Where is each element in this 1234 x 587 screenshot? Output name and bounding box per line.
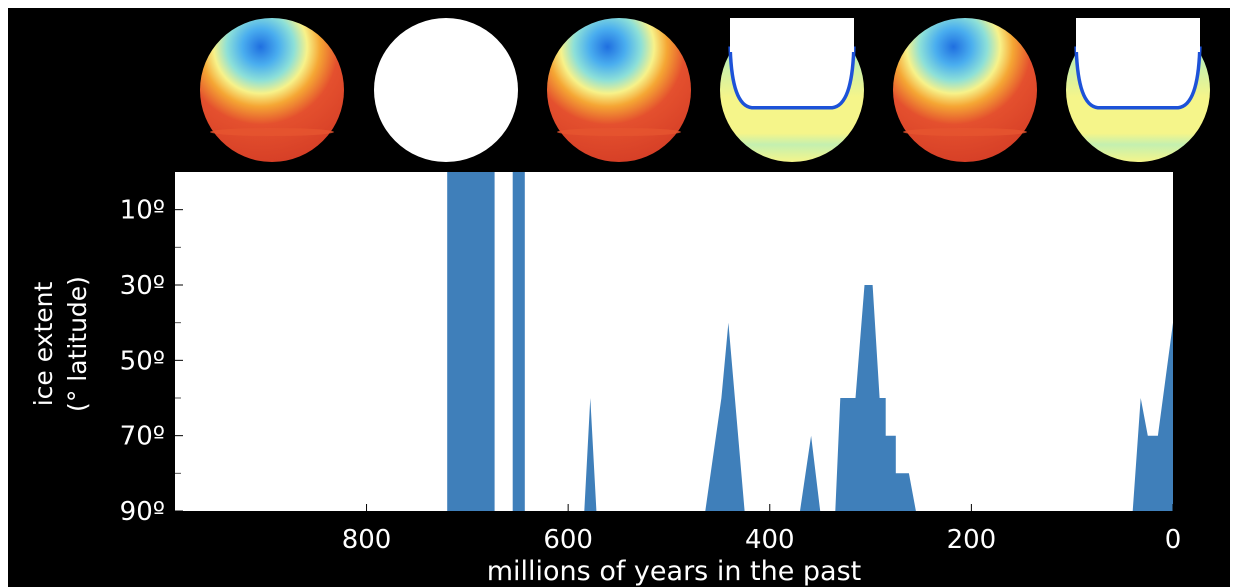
globe-snowball	[374, 18, 518, 162]
plot-area	[175, 172, 1173, 511]
globe-warm	[893, 18, 1037, 162]
figure-frame: 10º 30º 50º 70º 90º 800 600 400 200 0 millions o…	[8, 8, 1230, 587]
globe-warm	[200, 18, 344, 162]
y-tick-label: 70º	[120, 422, 165, 452]
globe-band	[557, 128, 681, 136]
y-axis: 10º 30º 50º 70º 90º	[120, 196, 183, 527]
y-axis-label-line2: (° latitude)	[63, 276, 92, 412]
globe-body	[893, 18, 1037, 162]
x-tick-label: 600	[543, 525, 593, 555]
ice-cap-top	[1076, 18, 1200, 52]
globe-icehouse	[1066, 18, 1210, 162]
x-tick-label: 400	[745, 525, 795, 555]
globe-warm	[547, 18, 691, 162]
y-tick-label: 50º	[120, 346, 165, 376]
y-axis-label-line1: ice extent	[29, 282, 58, 407]
ice-cap	[1078, 50, 1198, 106]
chart: 10º 30º 50º 70º 90º 800 600 400 200 0 millions o…	[29, 18, 1210, 587]
globe-body	[200, 18, 344, 162]
y-tick-label: 90º	[120, 497, 165, 527]
x-tick-label: 800	[342, 525, 392, 555]
globe-body	[374, 18, 518, 162]
x-axis: 800 600 400 200 0	[342, 504, 1182, 555]
ice-cap-top	[730, 18, 854, 52]
globe-band	[903, 128, 1027, 136]
globe-row	[200, 18, 1210, 162]
ice-cap	[732, 50, 852, 106]
y-tick-label: 30º	[120, 271, 165, 301]
y-tick-label: 10º	[120, 196, 165, 226]
x-tick-label: 0	[1165, 525, 1182, 555]
globe-body	[547, 18, 691, 162]
globe-band	[210, 128, 334, 136]
x-tick-label: 200	[947, 525, 997, 555]
x-axis-label: millions of years in the past	[487, 556, 862, 587]
globe-icehouse	[720, 18, 864, 162]
